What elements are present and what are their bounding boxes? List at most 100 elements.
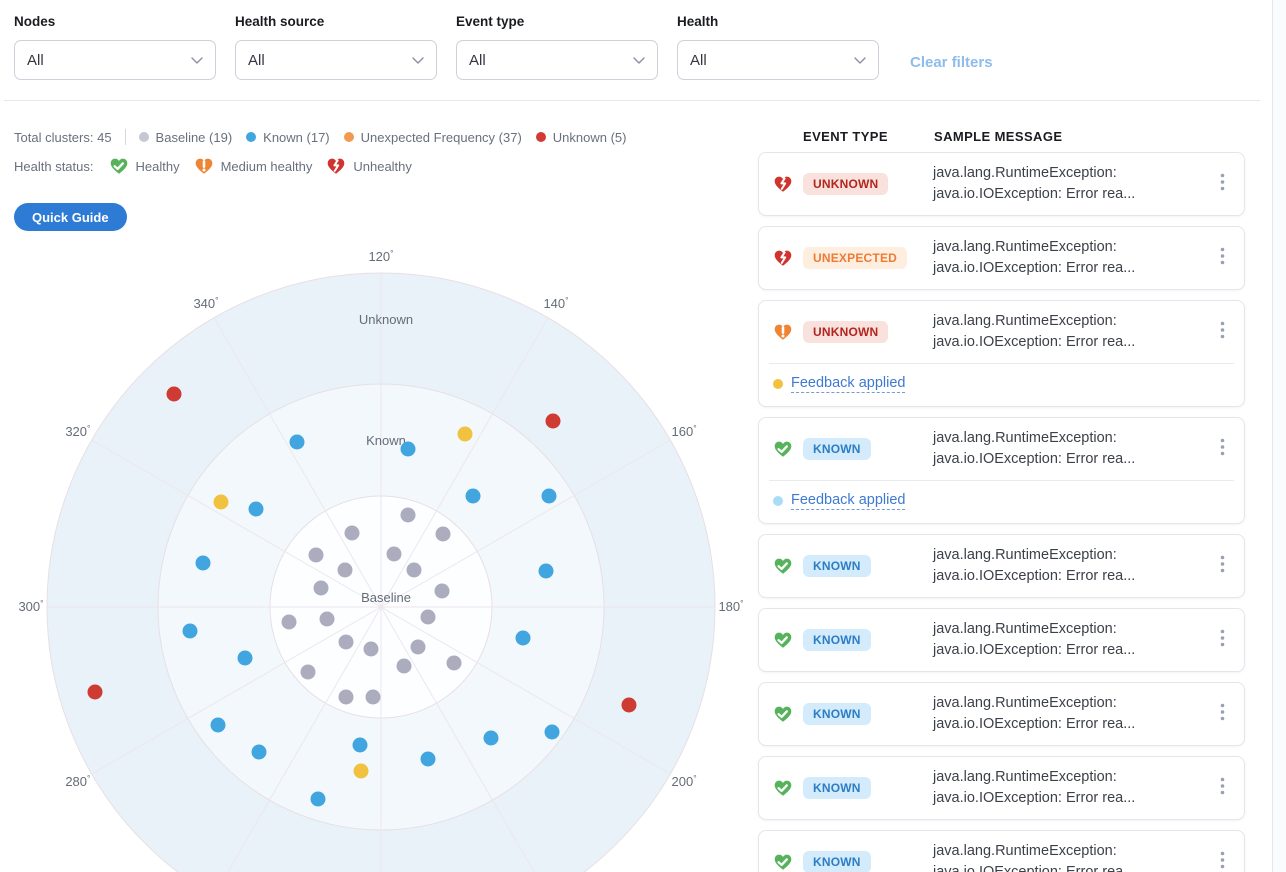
angle-label: 200° [672,773,697,789]
row-actions-kebab-button[interactable] [1214,243,1231,274]
cluster-dot-baseline[interactable] [365,689,381,705]
cluster-dot-unknown[interactable] [545,413,561,429]
health-legend-item: Healthy [109,157,180,175]
sample-message: java.lang.RuntimeException: java.io.IOExc… [933,165,1136,202]
divider [4,100,1260,101]
cluster-dot-known[interactable] [465,488,481,504]
heart-icon [326,157,346,175]
cluster-dot-feedback[interactable] [353,763,369,779]
cluster-dot-baseline[interactable] [319,611,335,627]
event-type-column-header: EVENT TYPE [803,129,888,144]
cluster-dot-baseline[interactable] [344,525,360,541]
health-heart-icon [773,557,793,575]
row-actions-kebab-button[interactable] [1214,169,1231,200]
clear-filters-link[interactable]: Clear filters [910,54,993,71]
row-actions-kebab-button[interactable] [1214,625,1231,656]
angle-label: 340° [193,295,218,311]
cluster-dot-known[interactable] [195,555,211,571]
event-type-filter-select[interactable]: All [456,40,658,80]
cluster-dot-known[interactable] [541,488,557,504]
cluster-dot-baseline[interactable] [396,658,412,674]
sample-message: java.lang.RuntimeException: java.io.IOExc… [933,430,1136,467]
total-clusters-label: Total clusters: 45 [14,129,112,145]
cluster-dot-baseline[interactable] [386,546,402,562]
row-actions-kebab-button[interactable] [1214,847,1231,872]
quick-guide-button[interactable]: Quick Guide [14,203,127,231]
cluster-dot-known[interactable] [237,650,253,666]
row-actions-kebab-button[interactable] [1214,317,1231,348]
angle-label: 180° [718,598,743,614]
cluster-dot-baseline[interactable] [308,547,324,563]
cluster-dot-baseline[interactable] [446,655,462,671]
legend-dot-icon [343,132,354,142]
event-type-badge: KNOWN [803,629,871,651]
filter-bar: Nodes All Health source All Event type A… [14,14,879,80]
cluster-dot-baseline[interactable] [420,609,436,625]
cluster-dot-unknown[interactable] [621,697,637,713]
cluster-dot-baseline[interactable] [410,639,426,655]
health-filter-select[interactable]: All [677,40,879,80]
filter-label-health: Health [677,14,719,29]
health-item-label: Unhealthy [353,158,412,174]
feedback-applied-link[interactable]: Feedback applied [791,375,906,393]
cluster-dot-known[interactable] [544,724,560,740]
cluster-dot-baseline[interactable] [406,562,422,578]
feedback-applied-link[interactable]: Feedback applied [791,492,906,510]
cluster-dot-baseline[interactable] [338,634,354,650]
cluster-dot-known[interactable] [483,730,499,746]
row-actions-kebab-button[interactable] [1214,699,1231,730]
legend-item: Unexpected Frequency (37) [343,130,522,145]
scrollbar-track[interactable] [1272,0,1286,872]
cluster-dot-known[interactable] [210,717,226,733]
cluster-dot-baseline[interactable] [363,641,379,657]
health-item-label: Healthy [135,158,180,174]
cluster-dot-known[interactable] [400,441,416,457]
ring-label-unknown: Unknown [359,312,413,327]
cluster-dot-known[interactable] [538,563,554,579]
cluster-dot-baseline[interactable] [337,562,353,578]
cluster-dot-baseline[interactable] [338,689,354,705]
cluster-dot-known[interactable] [352,737,368,753]
cluster-dot-baseline[interactable] [434,583,450,599]
cluster-dot-unknown[interactable] [87,684,103,700]
cluster-dot-baseline[interactable] [281,614,297,630]
cluster-dot-feedback[interactable] [457,426,473,442]
cluster-dot-known[interactable] [310,791,326,807]
event-type-badge: UNKNOWN [803,173,889,195]
nodes-filter-select[interactable]: All [14,40,216,80]
legend-item: Known (17) [246,130,330,145]
cluster-dot-baseline[interactable] [313,580,329,596]
cluster-dot-baseline[interactable] [400,507,416,523]
event-row-main: KNOWN java.lang.RuntimeException: java.io… [759,535,1244,597]
event-row-main: KNOWN java.lang.RuntimeException: java.io… [759,831,1244,872]
event-row: KNOWN java.lang.RuntimeException: java.io… [758,682,1245,746]
row-actions-kebab-button[interactable] [1214,434,1231,465]
divider [769,363,1234,364]
health-heart-icon [773,323,793,341]
chevron-down-icon [854,51,866,69]
cluster-dot-known[interactable] [182,623,198,639]
health-source-filter-select[interactable]: All [235,40,437,80]
cluster-dot-baseline[interactable] [300,664,316,680]
legend-item-label: Unknown (5) [552,129,627,145]
cluster-dot-known[interactable] [420,751,436,767]
cluster-dot-unknown[interactable] [166,386,182,402]
cluster-dot-feedback[interactable] [213,494,229,510]
legend-dot-icon [138,132,149,142]
cluster-dot-known[interactable] [248,501,264,517]
cluster-dot-known[interactable] [251,744,267,760]
health-heart-icon [773,175,793,193]
feedback-dot-icon [773,379,783,389]
health-legend-row: Health status: Healthy Medium healthy Un… [14,157,412,175]
divider [124,129,126,145]
cluster-dot-known[interactable] [515,630,531,646]
event-type-badge: KNOWN [803,703,871,725]
row-actions-kebab-button[interactable] [1214,773,1231,804]
event-row: KNOWN java.lang.RuntimeException: java.io… [758,608,1245,672]
row-actions-kebab-button[interactable] [1214,551,1231,582]
cluster-dot-baseline[interactable] [435,526,451,542]
event-row-main: KNOWN java.lang.RuntimeException: java.io… [759,683,1244,745]
event-row: KNOWN java.lang.RuntimeException: java.io… [758,417,1245,524]
cluster-dot-known[interactable] [289,434,305,450]
